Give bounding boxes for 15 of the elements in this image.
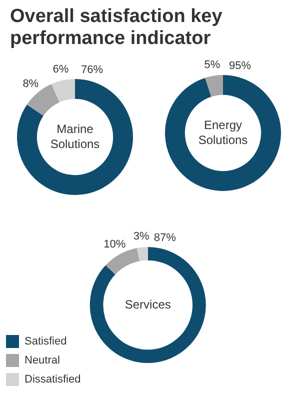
text: Energy Solutions xyxy=(198,118,248,147)
legend-label: Satisfied xyxy=(24,336,67,348)
text: Marine Solutions xyxy=(50,122,100,151)
data-label: 95% xyxy=(229,60,252,72)
data-label: 87% xyxy=(154,232,176,244)
chart-title: Overall satisfaction key performance indicator xyxy=(10,6,224,50)
data-label: 76% xyxy=(81,64,104,76)
data-label: 6% xyxy=(52,64,69,76)
text: Services xyxy=(124,297,171,312)
data-label: 3% xyxy=(133,230,150,242)
legend-label: Neutral xyxy=(24,354,60,367)
data-label: 5% xyxy=(204,58,220,71)
legend-label: Dissatisfied xyxy=(24,374,81,386)
data-label: 8% xyxy=(22,78,39,90)
data-label: 10% xyxy=(104,238,126,251)
